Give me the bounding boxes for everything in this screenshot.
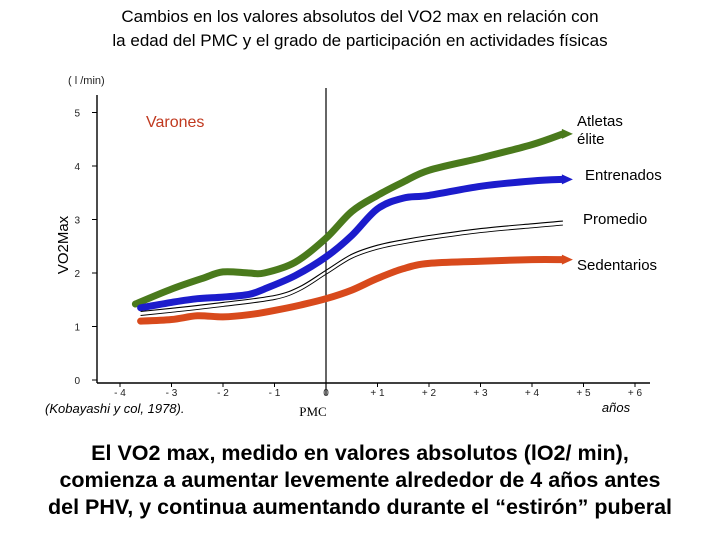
caption-line-2: comienza a aumentar levemente alrededor … — [59, 468, 661, 492]
x-tick-label: - 3 — [166, 388, 178, 399]
unit-label: ( l /min) — [68, 75, 105, 87]
series-line-promedio-band — [140, 224, 563, 316]
caption-line-3: del PHV, y continua aumentando durante e… — [47, 495, 672, 519]
x-tick-label: 0 — [323, 388, 329, 399]
slide-title-line-1: Cambios en los valores absolutos del VO2… — [121, 7, 599, 26]
series-promedio: Promedio — [140, 211, 647, 316]
x-tick-label: + 1 — [370, 388, 385, 399]
series-entrenados: Entrenados — [137, 167, 662, 312]
series-label-atletas-lite: Atletas — [577, 113, 623, 130]
source-citation: (Kobayashi y col, 1978). — [45, 401, 184, 416]
pmc-label: PMC — [299, 404, 326, 419]
y-tick-label: 2 — [74, 269, 80, 280]
x-tick-label: + 5 — [576, 388, 591, 399]
series-line-promedio — [140, 220, 563, 313]
series-label-entrenados: Entrenados — [585, 167, 662, 184]
x-ticks: - 4 - 3 - 2 - 1 0 + 1 + 2 + 3 + 4 + 5 + 6 — [114, 383, 643, 399]
series-arrow-atletas-lite — [561, 128, 573, 139]
slide-title-line-2: la edad del PMC y el grado de participac… — [112, 31, 608, 50]
series-label-promedio: Promedio — [583, 211, 647, 228]
x-axis-label: años — [602, 400, 631, 415]
series-line-entrenados — [137, 175, 567, 312]
y-tick-label: 5 — [74, 109, 80, 120]
series-label-sedentarios: Sedentarios — [577, 257, 657, 274]
y-axis-label: VO2Max — [55, 215, 72, 274]
x-tick-label: + 3 — [473, 388, 488, 399]
series-sedentarios: Sedentarios — [137, 254, 657, 325]
x-tick-label: + 2 — [422, 388, 437, 399]
group-label-varones: Varones — [146, 114, 204, 131]
series-layer: AtletaséliteEntrenadosPromedioSedentario… — [131, 113, 662, 325]
series-line-atletas-lite — [131, 130, 567, 308]
x-tick-label: + 4 — [525, 388, 540, 399]
series-label-atletas-lite: élite — [577, 131, 605, 148]
series-line-sedentarios — [137, 256, 567, 325]
x-tick-label: - 4 — [114, 388, 126, 399]
y-tick-label: 1 — [74, 323, 80, 334]
y-tick-label: 0 — [74, 376, 80, 387]
series-arrow-sedentarios — [561, 254, 573, 265]
y-ticks: 0 1 2 3 4 5 — [74, 109, 97, 387]
vo2max-chart: 0 1 2 3 4 5 - 4 - 3 - 2 - 1 0 + 1 + 2 + 3 + 4 + 5 + 6 A… — [45, 75, 662, 419]
caption-line-1: El VO2 max, medido en valores absolutos … — [91, 441, 629, 465]
series-arrow-entrenados — [561, 174, 573, 185]
x-tick-label: - 2 — [217, 388, 229, 399]
x-tick-label: + 6 — [628, 388, 643, 399]
x-tick-label: - 1 — [269, 388, 281, 399]
y-tick-label: 3 — [74, 216, 80, 227]
y-tick-label: 4 — [74, 162, 80, 173]
